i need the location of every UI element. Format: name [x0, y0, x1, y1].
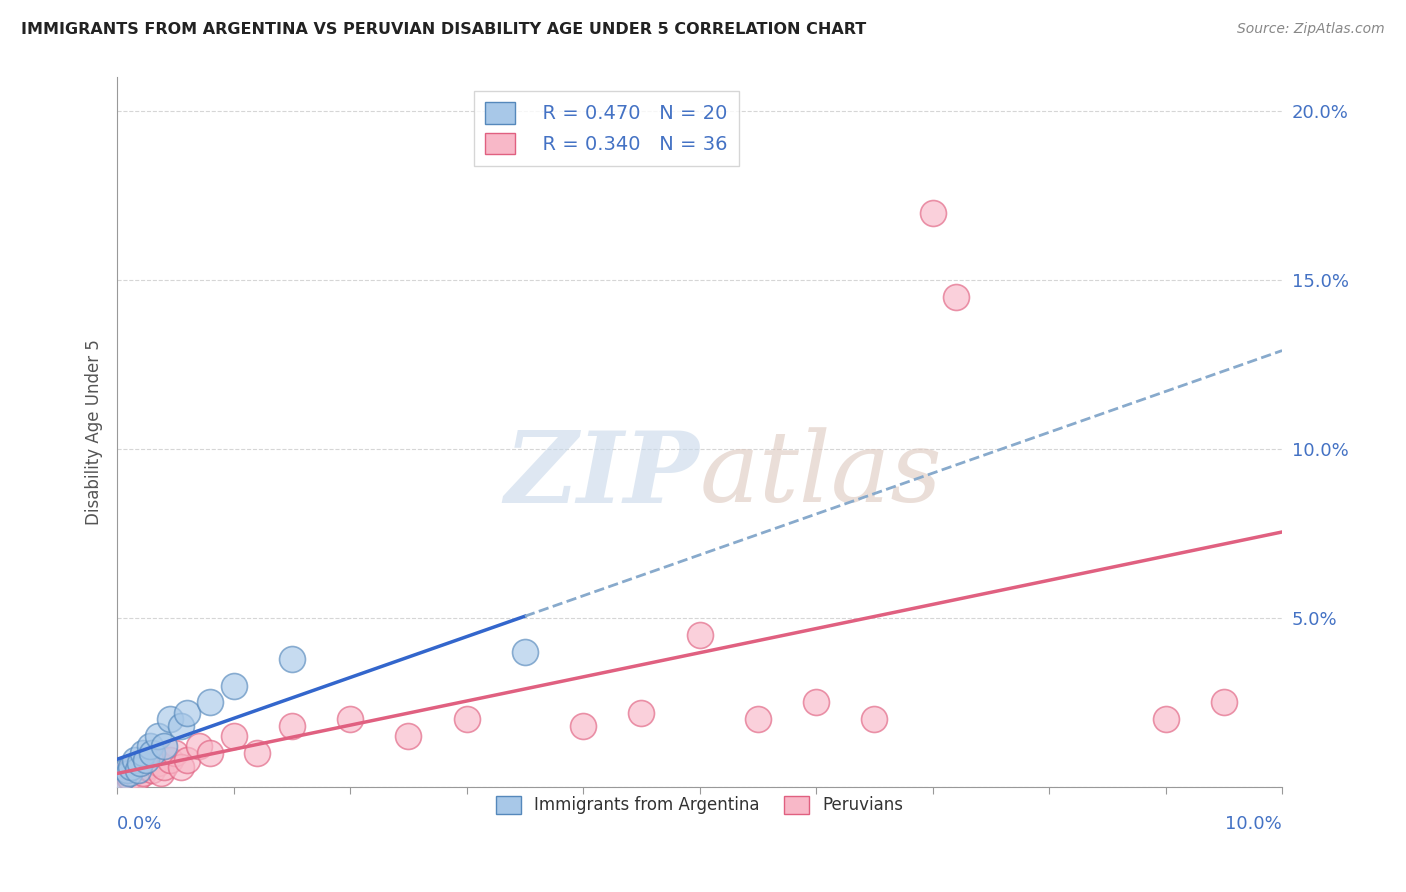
Text: 10.0%: 10.0%	[1226, 815, 1282, 833]
Point	[804, 696, 827, 710]
Point	[630, 706, 652, 720]
Text: IMMIGRANTS FROM ARGENTINA VS PERUVIAN DISABILITY AGE UNDER 5 CORRELATION CHART: IMMIGRANTS FROM ARGENTINA VS PERUVIAN DI…	[21, 22, 866, 37]
Point	[921, 205, 943, 219]
Point	[146, 756, 169, 771]
Point	[124, 753, 146, 767]
Point	[135, 759, 157, 773]
Text: Source: ZipAtlas.com: Source: ZipAtlas.com	[1237, 22, 1385, 37]
Point	[170, 719, 193, 733]
Point	[132, 766, 155, 780]
Point	[945, 290, 967, 304]
Point	[127, 763, 149, 777]
Point	[139, 739, 162, 754]
Point	[187, 739, 209, 754]
Point	[141, 746, 163, 760]
Point	[141, 763, 163, 777]
Legend: Immigrants from Argentina, Peruvians: Immigrants from Argentina, Peruvians	[489, 789, 911, 822]
Point	[135, 753, 157, 767]
Point	[127, 770, 149, 784]
Point	[200, 696, 222, 710]
Point	[176, 753, 198, 767]
Point	[150, 766, 173, 780]
Point	[747, 712, 769, 726]
Point	[222, 729, 245, 743]
Point	[176, 706, 198, 720]
Point	[111, 770, 134, 784]
Point	[339, 712, 361, 726]
Y-axis label: Disability Age Under 5: Disability Age Under 5	[86, 339, 103, 525]
Point	[396, 729, 419, 743]
Point	[124, 759, 146, 773]
Point	[129, 756, 152, 771]
Point	[152, 759, 174, 773]
Point	[170, 759, 193, 773]
Point	[281, 651, 304, 665]
Point	[152, 739, 174, 754]
Point	[139, 753, 162, 767]
Point	[129, 763, 152, 777]
Point	[159, 712, 181, 726]
Text: atlas: atlas	[700, 427, 942, 523]
Point	[281, 719, 304, 733]
Point	[120, 759, 142, 773]
Point	[863, 712, 886, 726]
Point	[159, 753, 181, 767]
Point	[1212, 696, 1234, 710]
Point	[513, 645, 536, 659]
Point	[118, 766, 141, 780]
Point	[1154, 712, 1177, 726]
Point	[146, 729, 169, 743]
Point	[115, 763, 138, 777]
Text: 0.0%: 0.0%	[117, 815, 163, 833]
Point	[118, 770, 141, 784]
Point	[246, 746, 269, 760]
Point	[132, 746, 155, 760]
Point	[120, 763, 142, 777]
Point	[222, 679, 245, 693]
Point	[115, 766, 138, 780]
Text: ZIP: ZIP	[505, 426, 700, 523]
Point	[572, 719, 595, 733]
Point	[165, 746, 187, 760]
Point	[456, 712, 478, 726]
Point	[689, 628, 711, 642]
Point	[200, 746, 222, 760]
Point	[111, 773, 134, 788]
